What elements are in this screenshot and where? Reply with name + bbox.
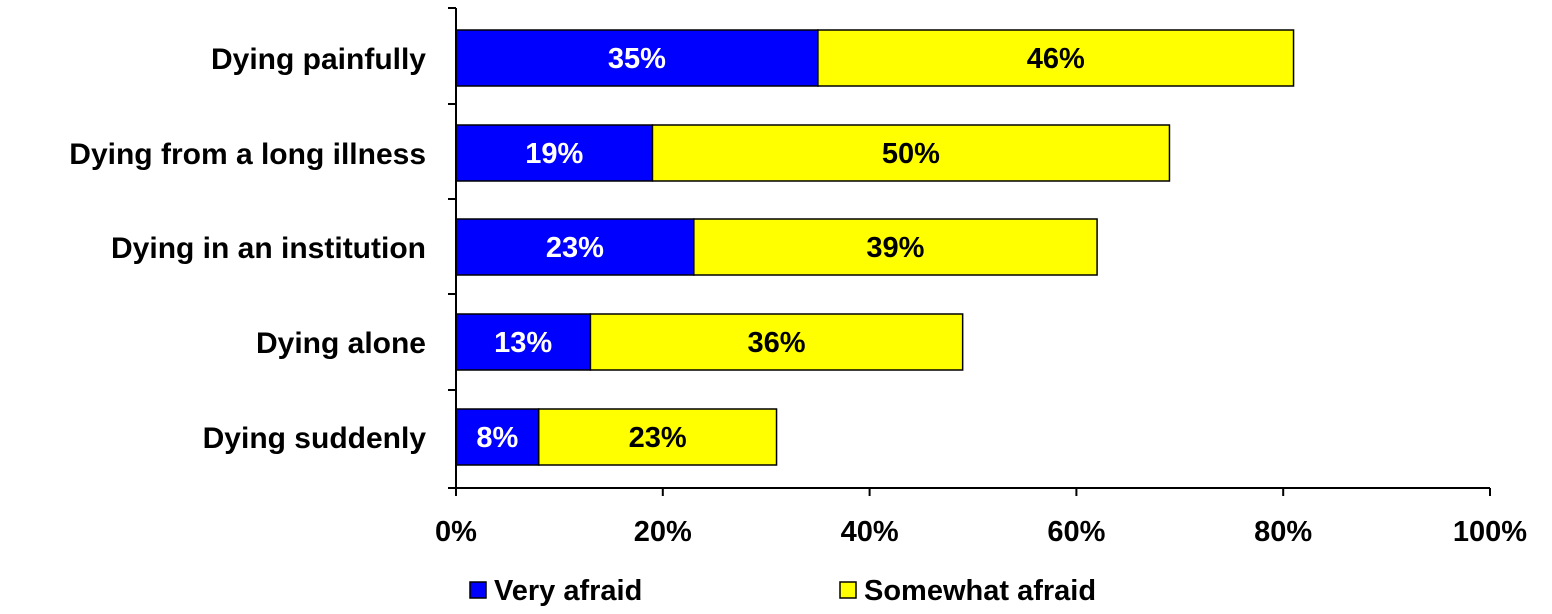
data-label-very-afraid-1: 19% — [525, 138, 583, 170]
bar-somewhat-afraid-3 — [589, 313, 964, 371]
bar-somewhat-afraid-4 — [537, 408, 778, 466]
x-tick-label-5: 100% — [1453, 516, 1527, 548]
category-label-1: Dying from a long illness — [69, 138, 426, 171]
bar-very-afraid-0 — [455, 29, 819, 87]
x-tick-label-4: 80% — [1254, 516, 1312, 548]
data-label-somewhat-afraid-2: 39% — [866, 232, 924, 264]
data-label-somewhat-afraid-3: 36% — [748, 327, 806, 359]
bar-somewhat-afraid-1 — [651, 124, 1171, 182]
data-label-very-afraid-0: 35% — [608, 43, 666, 75]
category-label-2: Dying in an institution — [111, 232, 426, 265]
x-tick-label-2: 40% — [841, 516, 899, 548]
x-tick-label-1: 20% — [634, 516, 692, 548]
bar-very-afraid-2 — [455, 218, 695, 276]
legend-swatch-somewhat-afraid — [839, 581, 857, 599]
x-tick-label-0: 0% — [435, 516, 477, 548]
data-label-very-afraid-2: 23% — [546, 232, 604, 264]
x-tick-label-3: 60% — [1047, 516, 1105, 548]
legend-label-somewhat-afraid: Somewhat afraid — [864, 575, 1096, 607]
data-label-somewhat-afraid-0: 46% — [1027, 43, 1085, 75]
data-label-very-afraid-4: 8% — [476, 422, 518, 454]
data-label-somewhat-afraid-4: 23% — [629, 422, 687, 454]
bar-somewhat-afraid-2 — [693, 218, 1098, 276]
legend: Very afraid Somewhat afraid — [469, 575, 1096, 607]
category-label-4: Dying suddenly — [203, 422, 427, 455]
bar-very-afraid-1 — [455, 124, 654, 182]
legend-label-very-afraid: Very afraid — [494, 575, 642, 607]
bar-very-afraid-3 — [455, 313, 592, 371]
bar-somewhat-afraid-0 — [817, 29, 1295, 87]
data-label-somewhat-afraid-1: 50% — [882, 138, 940, 170]
labels-layer: 35% 46% Dying painfully 19% 50% Dying from a … — [69, 43, 1085, 455]
bars-layer — [455, 29, 1295, 466]
axis-layer: 0% 20% 40% 60% 80% 100% — [435, 7, 1527, 548]
legend-swatch-very-afraid — [469, 581, 487, 599]
category-label-3: Dying alone — [256, 327, 426, 360]
category-label-0: Dying painfully — [211, 43, 426, 76]
data-label-very-afraid-3: 13% — [494, 327, 552, 359]
